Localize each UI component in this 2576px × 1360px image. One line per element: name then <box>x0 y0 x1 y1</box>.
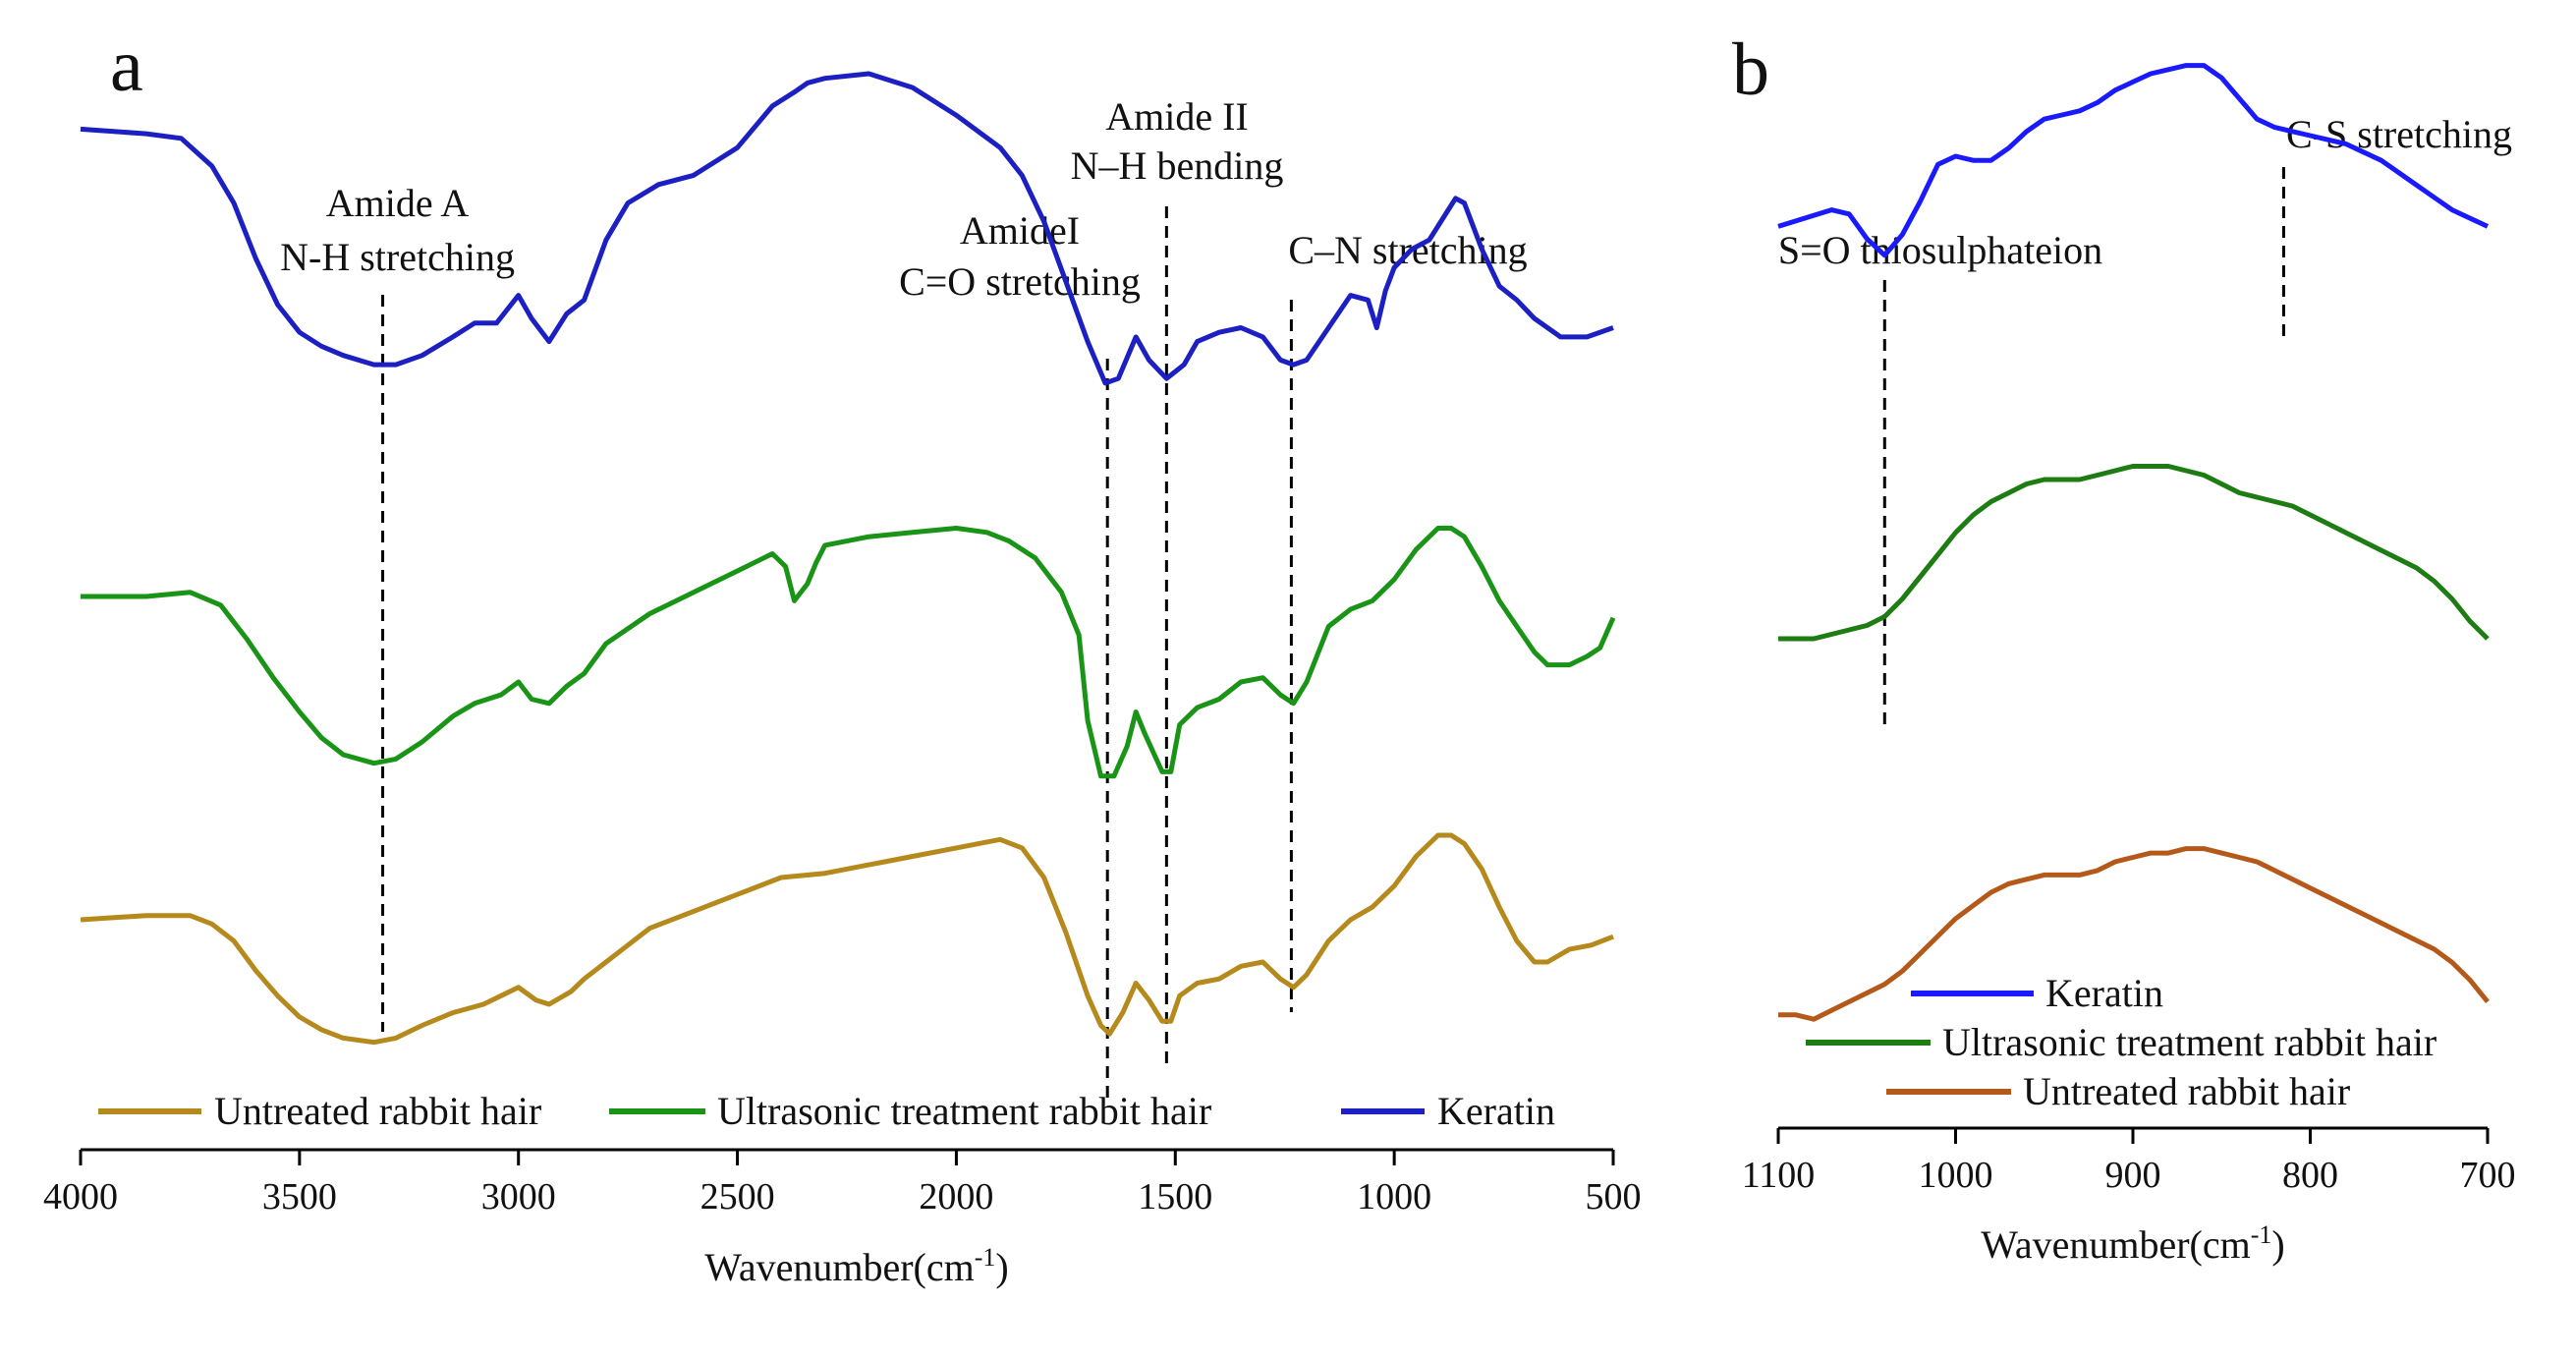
panel-a-label: a <box>110 25 143 107</box>
panel-b-tick-label-1000: 1000 <box>1919 1155 1993 1196</box>
panel-a-tick-label-3000: 3000 <box>481 1176 556 1218</box>
legend-b-label-ultrasonic: Ultrasonic treatment rabbit hair <box>1942 1020 2436 1064</box>
panel-a: a Amide A N-H stretching AmideI C=O stretch… <box>43 25 1642 1289</box>
panel-a-legend: Untreated rabbit hair Ultrasonic treatme… <box>98 1089 1555 1133</box>
panel-a-annotation-label-1-0: AmideI <box>960 208 1080 253</box>
panel-a-annotation-label-0-0: Amide A <box>326 181 470 225</box>
panel-a-x-axis-label-end: ) <box>995 1245 1008 1289</box>
panel-b-x-axis-label-sup: -1 <box>2251 1220 2272 1249</box>
panel-b-ticks: 1100 1000 900 800 700 <box>1742 1128 2516 1196</box>
panel-a-series <box>80 71 1616 1046</box>
panel-b-series-ultrasonic <box>1778 464 2490 642</box>
panel-a-annotation-label-0-1: N-H stretching <box>280 235 515 279</box>
panel-b-annotations: S=O thiosulphateion C-S stretching <box>1778 112 2512 727</box>
panel-a-tick-label-3500: 3500 <box>262 1176 337 1218</box>
panel-a-annotation-label-1-1: C=O stretching <box>899 259 1141 304</box>
panel-a-tick-label-1000: 1000 <box>1357 1176 1431 1218</box>
legend-item-ultrasonic: Ultrasonic treatment rabbit hair <box>609 1089 1211 1133</box>
panel-b-series-keratin <box>1777 63 2490 258</box>
legend-label-keratin: Keratin <box>1437 1089 1555 1133</box>
panel-a-x-axis-label: Wavenumber(cm-1) <box>704 1243 1008 1289</box>
panel-b-label: b <box>1732 28 1769 111</box>
legend-label-untreated: Untreated rabbit hair <box>214 1089 541 1133</box>
panel-b-tick-label-800: 800 <box>2282 1155 2338 1196</box>
panel-b-series <box>1777 63 2490 1022</box>
panel-b-x-axis-label: Wavenumber(cm-1) <box>1981 1220 2284 1267</box>
panel-a-tick-label-1500: 1500 <box>1138 1176 1212 1218</box>
panel-b-x-axis-label-main: Wavenumber(cm <box>1981 1222 2250 1267</box>
panel-a-ticks: 4000 3500 3000 2500 2000 1500 1000 500 <box>43 1150 1642 1218</box>
panel-b-tick-label-1100: 1100 <box>1742 1155 1816 1196</box>
panel-a-annotations: Amide A N-H stretching AmideI C=O stretchin… <box>280 94 1528 1105</box>
panel-b-tick-label-900: 900 <box>2105 1155 2161 1196</box>
panel-a-annotation-label-2-0: Amide II <box>1105 94 1249 139</box>
panel-a-x-axis-label-sup: -1 <box>975 1243 996 1272</box>
panel-a-x-axis: 4000 3500 3000 2500 2000 1500 1000 500 Wavenumb… <box>43 1148 1642 1289</box>
panel-a-series-untreated <box>80 832 1614 1046</box>
panel-b-annotation-label-1-0: C-S stretching <box>2286 112 2512 156</box>
panel-a-tick-label-4000: 4000 <box>43 1176 118 1218</box>
panel-b-x-axis-label-end: ) <box>2271 1222 2284 1267</box>
legend-b-item-keratin: Keratin <box>1911 971 2163 1015</box>
panel-b: b S=O thiosulphateion C-S stretching Kera… <box>1732 28 2516 1267</box>
legend-b-label-untreated: Untreated rabbit hair <box>2023 1069 2350 1113</box>
panel-a-tick-label-500: 500 <box>1586 1176 1642 1218</box>
legend-label-ultrasonic: Ultrasonic treatment rabbit hair <box>717 1089 1211 1133</box>
panel-b-x-axis: 1100 1000 900 800 700 Wavenumber(cm-1) <box>1742 1126 2516 1267</box>
legend-b-item-ultrasonic: Ultrasonic treatment rabbit hair <box>1806 1020 2436 1064</box>
panel-a-annotation-label-2-1: N–H bending <box>1071 143 1284 188</box>
panel-a-series-keratin <box>80 71 1614 386</box>
panel-b-series-untreated <box>1778 846 2490 1022</box>
panel-a-tick-label-2000: 2000 <box>919 1176 993 1218</box>
legend-item-keratin: Keratin <box>1341 1089 1555 1133</box>
legend-b-item-untreated: Untreated rabbit hair <box>1886 1069 2350 1113</box>
panel-a-tick-label-2500: 2500 <box>700 1176 775 1218</box>
panel-a-series-ultrasonic <box>81 526 1616 779</box>
panel-b-tick-label-700: 700 <box>2460 1155 2516 1196</box>
legend-b-label-keratin: Keratin <box>2045 971 2163 1015</box>
panel-a-x-axis-label-main: Wavenumber(cm <box>704 1245 974 1289</box>
panel-b-annotation-label-0-0: S=O thiosulphateion <box>1778 228 2102 272</box>
panel-b-legend: Keratin Ultrasonic treatment rabbit hair… <box>1806 971 2436 1113</box>
legend-item-untreated: Untreated rabbit hair <box>98 1089 541 1133</box>
